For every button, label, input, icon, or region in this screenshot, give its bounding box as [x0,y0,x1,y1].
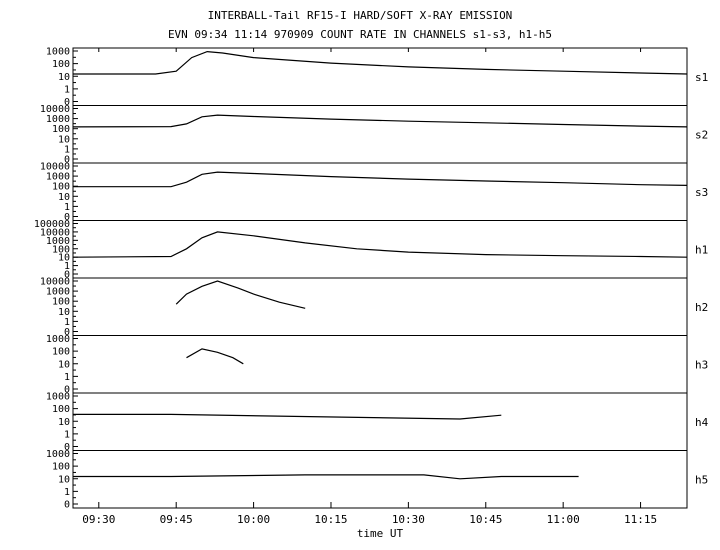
y-tick-label: 1 [64,487,70,498]
y-tick-label: 10000 [40,104,70,115]
panel-frame [72,277,688,336]
y-tick-label: 1 [64,429,70,440]
series-line-s1 [73,50,688,75]
y-tick-label: 1000 [46,334,70,345]
series-line-s2 [72,114,688,128]
y-tick-label: 1 [64,261,70,272]
channel-label-s2: s2 [695,128,708,141]
y-tick-label: 0 [64,212,70,223]
series-line-h4 [73,413,502,420]
y-tick-label: 0 [64,155,70,166]
y-tick-label: 100 [52,244,70,255]
y-tick-label: 10 [58,134,70,145]
series-line-h1 [72,231,688,258]
y-tick-label: 1 [64,144,70,155]
y-tick-label: 100 [52,124,70,135]
channel-label-h4: h4 [695,416,709,429]
panel-frame [72,105,688,164]
panel-frame [72,47,688,106]
y-tick-label: 1000 [46,392,70,403]
y-tick-label: 1000 [46,47,70,58]
y-tick-label: 100 [52,182,70,193]
y-tick-label: 1 [64,317,70,328]
y-tick-label: 10 [58,192,70,203]
x-tick-label: 09:45 [160,513,193,526]
channel-label-s3: s3 [695,186,708,199]
y-tick-label: 100 [52,297,70,308]
channel-label-h2: h2 [695,301,708,314]
y-tick-label: 10000 [40,162,70,173]
y-tick-label: 10 [58,474,70,485]
series-line-h2 [175,280,306,309]
y-tick-label: 1000 [46,236,70,247]
channel-label-h1: h1 [695,243,708,256]
x-tick-label: 10:00 [237,513,270,526]
y-tick-label: 0 [64,270,70,281]
y-tick-label: 0 [64,385,70,396]
y-tick-label: 10000 [40,227,70,238]
x-tick-label: 10:15 [314,513,347,526]
y-tick-label: 10000 [40,277,70,288]
y-tick-label: 10 [58,253,70,264]
series-line-h3 [186,348,244,365]
y-tick-label: 1000 [46,114,70,125]
y-tick-label: 1000 [46,287,70,298]
x-axis-label: time UT [357,527,404,540]
chart-title: INTERBALL-Tail RF15-I HARD/SOFT X-RAY EM… [208,9,513,22]
series-line-s3 [73,171,688,188]
panel-frame [72,450,688,509]
x-tick-label: 11:00 [547,513,580,526]
series-line-h5 [73,474,579,480]
y-tick-label: 100000 [34,219,70,230]
panel-frame [72,335,688,394]
y-tick-label: 100 [52,462,70,473]
x-tick-label: 09:30 [82,513,115,526]
channel-label-h5: h5 [695,473,708,486]
y-tick-label: 1 [64,202,70,213]
x-tick-label: 10:45 [469,513,502,526]
y-tick-label: 100 [52,347,70,358]
y-tick-label: 0 [64,97,70,108]
y-tick-label: 1000 [46,172,70,183]
y-tick-label: 0 [64,442,70,453]
panel-frame [72,220,688,279]
x-tick-label: 11:15 [624,513,657,526]
channel-label-s1: s1 [695,71,708,84]
channel-label-h3: h3 [695,358,708,371]
y-tick-label: 10 [58,72,70,83]
panel-frame [72,392,688,451]
y-tick-label: 100 [52,59,70,70]
chart-subtitle: EVN 09:34 11:14 970909 COUNT RATE IN CHA… [168,28,552,41]
y-tick-label: 10 [58,359,70,370]
y-tick-label: 1 [64,84,70,95]
y-tick-label: 1 [64,372,70,383]
y-tick-label: 100 [52,404,70,415]
y-tick-label: 10 [58,307,70,318]
y-tick-label: 0 [64,327,70,338]
x-tick-label: 10:30 [392,513,425,526]
panel-frame [72,162,688,221]
y-tick-label: 0 [64,500,70,511]
y-tick-label: 10 [58,417,70,428]
y-tick-label: 1000 [46,449,70,460]
